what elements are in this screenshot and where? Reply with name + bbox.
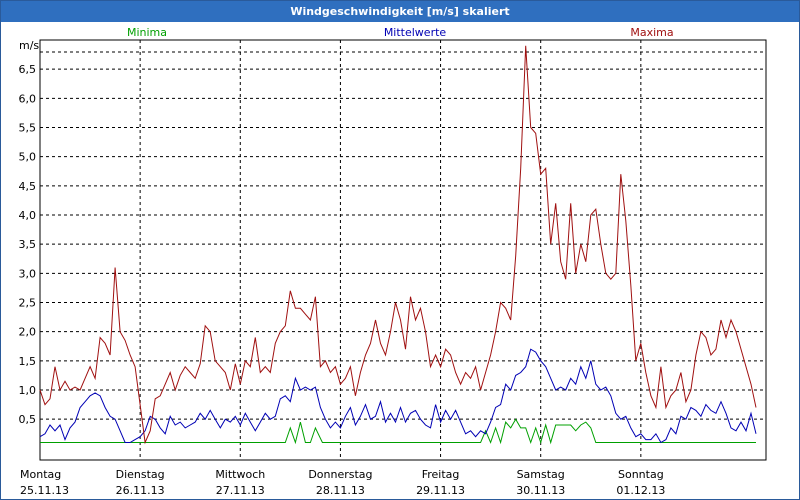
y-tick-label-10: 5,5 <box>19 122 37 135</box>
y-tick-label-5: 3,0 <box>19 267 37 280</box>
y-tick-label-11: 6,0 <box>19 92 37 105</box>
legend-mittelwerte: Mittelwerte <box>384 26 447 39</box>
x-tick-date-0: 25.11.13 <box>20 484 69 497</box>
y-tick-label-12: 6,5 <box>19 63 37 76</box>
x-tick-date-3: 28.11.13 <box>316 484 365 497</box>
grid-lines <box>40 40 766 460</box>
x-tick-day-2: Mittwoch <box>215 468 265 481</box>
legend-maxima: Maxima <box>630 26 673 39</box>
y-tick-label-8: 4,5 <box>19 180 37 193</box>
x-tick-day-4: Freitag <box>422 468 460 481</box>
x-tick-date-6: 01.12.13 <box>616 484 665 497</box>
series-line-mittelwerte <box>39 348 757 444</box>
y-tick-label-1: 1,0 <box>19 384 37 397</box>
x-tick-day-1: Dienstag <box>116 468 165 481</box>
y-tick-label-9: 5,0 <box>19 151 37 164</box>
y-tick-label-2: 1,5 <box>19 355 37 368</box>
x-tick-date-5: 30.11.13 <box>516 484 565 497</box>
y-tick-label-0: 0,5 <box>19 413 37 426</box>
x-tick-day-5: Samstag <box>517 468 565 481</box>
x-tick-day-6: Sonntag <box>618 468 664 481</box>
y-tick-label-6: 3,5 <box>19 238 37 251</box>
y-tick-label-3: 2,0 <box>19 326 37 339</box>
x-tick-day-0: Montag <box>20 468 61 481</box>
chart-title: Windgeschwindigkeit [m/s] skaliert <box>1 1 799 22</box>
x-tick-date-1: 26.11.13 <box>116 484 165 497</box>
y-tick-labels: 0,5 1,0 1,5 2,0 2,5 3,0 3,5 4,0 4,5 5,0 5,5 6,0 6,5 <box>19 63 37 426</box>
series-line-minima <box>40 418 756 445</box>
y-axis-unit: m/s <box>19 39 39 52</box>
series-line-maxima <box>39 45 757 445</box>
plot-border <box>39 39 767 461</box>
series-lines <box>39 45 757 445</box>
x-tick-date-4: 29.11.13 <box>416 484 465 497</box>
x-tick-date-2: 27.11.13 <box>216 484 265 497</box>
legend: Minima Mittelwerte Maxima <box>127 26 674 39</box>
y-tick-label-4: 2,5 <box>19 297 37 310</box>
legend-minima: Minima <box>127 26 167 39</box>
x-tick-day-3: Donnerstag <box>308 468 372 481</box>
y-tick-label-7: 4,0 <box>19 209 37 222</box>
x-tick-labels: Montag 25.11.13 Dienstag 26.11.13 Mittwoch 27… <box>20 468 665 497</box>
